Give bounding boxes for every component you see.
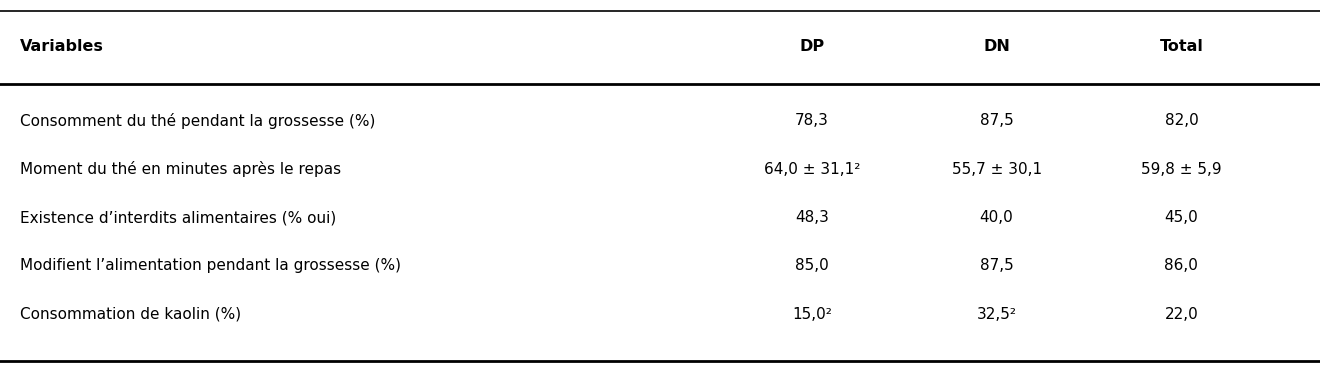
Text: Consomment du thé pendant la grossesse (%): Consomment du thé pendant la grossesse (… — [20, 113, 375, 129]
Text: Modifient l’alimentation pendant la grossesse (%): Modifient l’alimentation pendant la gros… — [20, 259, 401, 273]
Text: DN: DN — [983, 39, 1010, 54]
Text: 45,0: 45,0 — [1164, 210, 1199, 225]
Text: 85,0: 85,0 — [795, 259, 829, 273]
Text: 82,0: 82,0 — [1164, 113, 1199, 128]
Text: Total: Total — [1159, 39, 1204, 54]
Text: DP: DP — [799, 39, 825, 54]
Text: Moment du thé en minutes après le repas: Moment du thé en minutes après le repas — [20, 161, 341, 177]
Text: Existence d’interdits alimentaires (% oui): Existence d’interdits alimentaires (% ou… — [20, 210, 337, 225]
Text: 55,7 ± 30,1: 55,7 ± 30,1 — [952, 162, 1041, 177]
Text: Consommation de kaolin (%): Consommation de kaolin (%) — [20, 307, 242, 322]
Text: 78,3: 78,3 — [795, 113, 829, 128]
Text: 22,0: 22,0 — [1164, 307, 1199, 322]
Text: 64,0 ± 31,1²: 64,0 ± 31,1² — [763, 162, 861, 177]
Text: 15,0²: 15,0² — [792, 307, 832, 322]
Text: 40,0: 40,0 — [979, 210, 1014, 225]
Text: 32,5²: 32,5² — [977, 307, 1016, 322]
Text: 59,8 ± 5,9: 59,8 ± 5,9 — [1140, 162, 1222, 177]
Text: 48,3: 48,3 — [795, 210, 829, 225]
Text: Variables: Variables — [20, 39, 104, 54]
Text: 87,5: 87,5 — [979, 259, 1014, 273]
Text: 86,0: 86,0 — [1164, 259, 1199, 273]
Text: 87,5: 87,5 — [979, 113, 1014, 128]
